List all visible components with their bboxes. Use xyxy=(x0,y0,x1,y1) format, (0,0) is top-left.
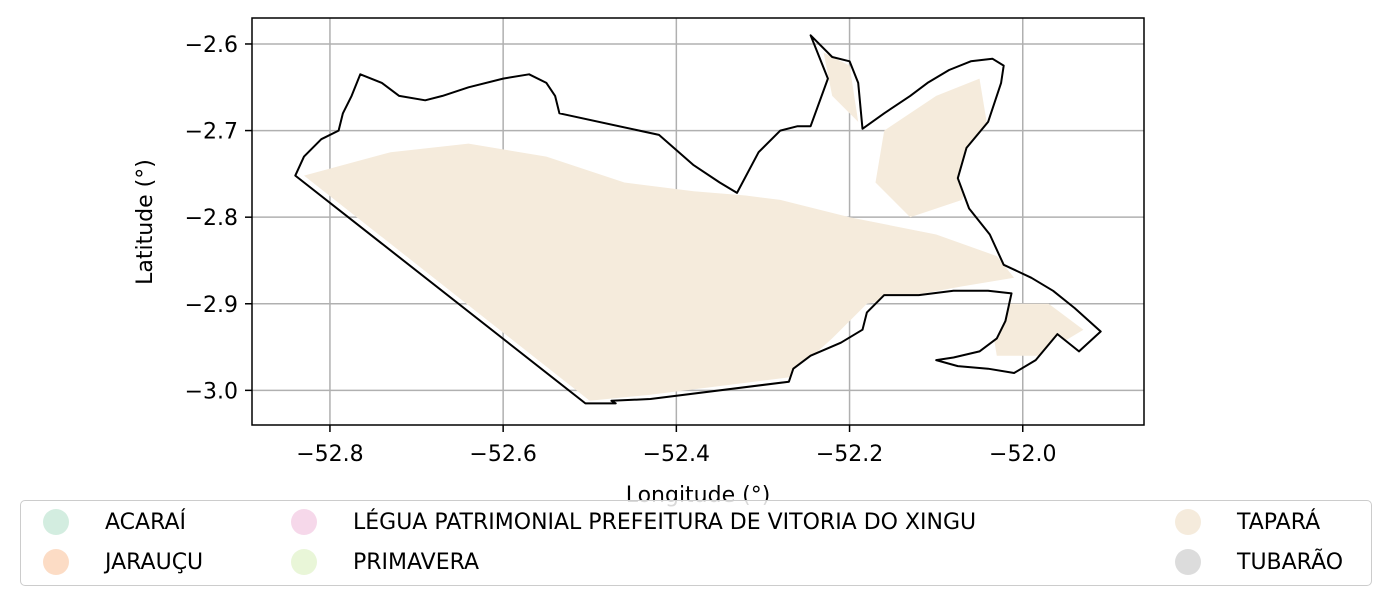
legend-label-acarai: ACARAÍ xyxy=(105,509,187,535)
legend-item-legua-patrimonial: LÉGUA PATRIMONIAL PREFEITURA DE VITORIA … xyxy=(291,507,976,537)
legend-item-tapara: TAPARÁ xyxy=(1175,507,1320,537)
legend-marker-jaraucu xyxy=(43,549,69,575)
legend-label-tapara: TAPARÁ xyxy=(1237,509,1321,535)
x-tick-label: −52.6 xyxy=(469,442,536,467)
axes-frame xyxy=(251,17,1145,426)
y-tick-label: −3.0 xyxy=(185,379,238,404)
x-tick-label: −52.8 xyxy=(296,442,363,467)
y-axis-ticks: −2.6 −2.7 −2.8 −2.9 −3.0 xyxy=(185,33,252,404)
legend-marker-legua-patrimonial xyxy=(291,509,317,535)
district-regions xyxy=(304,52,1084,401)
region-tapara xyxy=(304,143,1015,401)
x-tick-label: −52.2 xyxy=(816,442,883,467)
region-tapara xyxy=(988,303,1084,356)
legend-label-primavera: PRIMAVERA xyxy=(353,549,480,575)
legend-item-jaraucu: JARAUÇU xyxy=(43,547,203,577)
legend: ACARAÍ JARAUÇU LÉGUA PATRIMONIAL PREFEIT… xyxy=(20,500,1372,586)
legend-label-jaraucu: JARAUÇU xyxy=(105,549,204,575)
region-tapara xyxy=(875,78,989,218)
y-tick-label: −2.9 xyxy=(185,293,238,318)
municipality-boundary xyxy=(294,34,1102,405)
legend-item-tubarao: TUBARÃO xyxy=(1175,547,1343,577)
y-axis-label: Latitude (°) xyxy=(133,159,158,285)
y-tick-label: −2.7 xyxy=(185,120,238,145)
boundary-outline xyxy=(294,34,1102,405)
legend-item-acarai: ACARAÍ xyxy=(43,507,186,537)
legend-marker-primavera xyxy=(291,549,317,575)
region-tapara xyxy=(823,52,859,122)
y-tick-label: −2.8 xyxy=(185,206,238,231)
y-tick-label: −2.6 xyxy=(185,33,238,58)
legend-label-legua-patrimonial: LÉGUA PATRIMONIAL PREFEITURA DE VITORIA … xyxy=(353,509,977,535)
x-tick-label: −52.0 xyxy=(989,442,1056,467)
legend-item-primavera: PRIMAVERA xyxy=(291,547,479,577)
legend-label-tubarao: TUBARÃO xyxy=(1237,549,1344,575)
x-axis-ticks: −52.8 −52.6 −52.4 −52.2 −52.0 xyxy=(296,425,1056,467)
x-tick-label: −52.4 xyxy=(643,442,710,467)
legend-marker-acarai xyxy=(43,509,69,535)
legend-marker-tubarao xyxy=(1175,549,1201,575)
legend-marker-tapara xyxy=(1175,509,1201,535)
